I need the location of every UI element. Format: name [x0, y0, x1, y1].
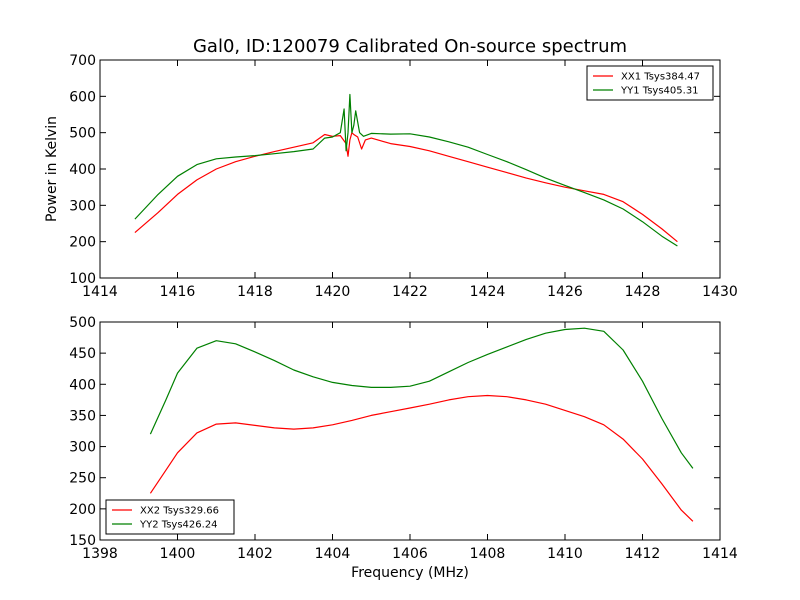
y-tick-label: 500: [69, 315, 96, 331]
y-tick-label: 350: [69, 408, 96, 424]
y-tick-label: 450: [69, 346, 96, 362]
x-tick-label: 1418: [237, 284, 273, 300]
top-y-axis-label: Power in Kelvin: [44, 116, 60, 222]
bottom-plot: 1398 1400 1402 1404 1406 1408 1410 1412 1414 150 2…: [69, 315, 738, 562]
x-tick-label: 1416: [160, 284, 196, 300]
x-tick-label: 1430: [702, 284, 738, 300]
x-tick-label: 1426: [547, 284, 583, 300]
series-line-1-1: [149, 327, 694, 469]
legend-label: YY2 Tsys426.24: [139, 520, 218, 531]
chart-title: Gal0, ID:120079 Calibrated On-source spe…: [193, 36, 627, 57]
x-tick-label: 1414: [82, 284, 118, 300]
x-tick-label: 1400: [160, 546, 196, 562]
x-tick-label: 1422: [392, 284, 428, 300]
y-tick-label: 700: [69, 53, 96, 69]
x-tick-label: 1414: [702, 546, 738, 562]
x-tick-label: 1410: [547, 546, 583, 562]
y-tick-label: 300: [69, 440, 96, 456]
legend-label: XX1 Tsys384.47: [621, 72, 700, 83]
bottom-x-axis-label: Frequency (MHz): [351, 565, 469, 581]
legend-0: XX1 Tsys384.47 YY1 Tsys405.31: [586, 65, 714, 101]
x-tick-label: 1404: [315, 546, 351, 562]
series-line-1-0: [149, 394, 694, 522]
y-tick-label: 100: [69, 271, 96, 287]
x-tick-label: 1402: [237, 546, 273, 562]
legend-label: XX2 Tsys329.66: [140, 506, 219, 517]
y-tick-label: 400: [69, 377, 96, 393]
legend-label: YY1 Tsys405.31: [620, 86, 699, 97]
x-tick-label: 1420: [315, 284, 351, 300]
y-tick-label: 300: [69, 198, 96, 214]
y-tick-label: 150: [69, 533, 96, 549]
legend-1: XX2 Tsys329.66 YY2 Tsys426.24: [105, 499, 235, 535]
y-tick-label: 200: [69, 502, 96, 518]
series-line-0-0: [134, 132, 678, 243]
x-tick-label: 1412: [625, 546, 661, 562]
series-line-0-1: [134, 93, 678, 247]
y-tick-label: 400: [69, 162, 96, 178]
top-plot: 1414 1416 1418 1420 1422 1424 1426 1428 1430 100 2…: [69, 53, 738, 300]
legend-box: [586, 65, 714, 101]
x-tick-label: 1424: [470, 284, 506, 300]
y-tick-label: 500: [69, 126, 96, 142]
x-tick-label: 1408: [470, 546, 506, 562]
legend-box: [105, 499, 235, 535]
y-tick-label: 250: [69, 471, 96, 487]
x-tick-label: 1406: [392, 546, 428, 562]
x-tick-label: 1428: [625, 284, 661, 300]
x-tick-label: 1398: [82, 546, 118, 562]
y-tick-label: 200: [69, 235, 96, 251]
y-tick-label: 600: [69, 89, 96, 105]
